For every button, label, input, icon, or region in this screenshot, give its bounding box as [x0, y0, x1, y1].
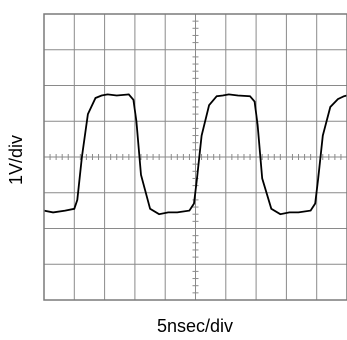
center-axis-ticks [49, 20, 342, 294]
plot-frame [43, 13, 347, 301]
y-axis-label: 1V/div [6, 135, 26, 185]
waveform-trace [43, 93, 347, 216]
x-axis-label: 5nsec/div [157, 316, 233, 336]
